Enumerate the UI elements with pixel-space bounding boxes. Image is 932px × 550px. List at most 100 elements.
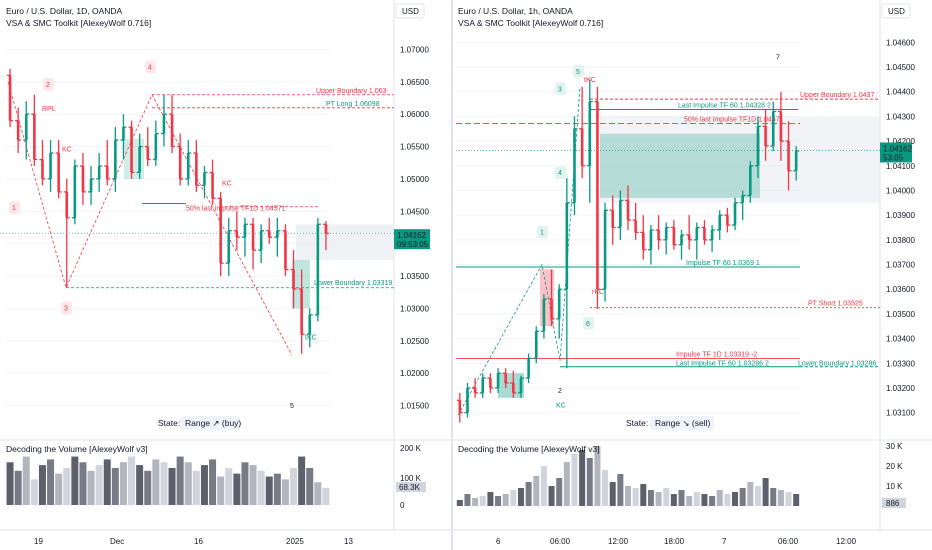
signal-markers: 1 2 3 4 5 RPL KC KC tKC 1 4 3 5 6 2 7 tKC rKC KC xyxy=(9,55,780,410)
left-candle-body xyxy=(49,153,52,179)
left-candle-body xyxy=(292,269,295,290)
right-y-tick: 1.03600 xyxy=(886,285,915,294)
right-level-label-imp60: Impulse TF 60 1.0369 1 xyxy=(686,260,760,267)
left-volume-bar xyxy=(233,473,241,505)
right-candle-body xyxy=(680,234,683,245)
right-chart-title: Euro / U.S. Dollar, 1h, OANDA xyxy=(458,6,573,16)
left-candle-body xyxy=(65,191,69,218)
left-level-label-upper: Upper Boundary 1.063 xyxy=(316,88,387,95)
right-volume-bar xyxy=(586,458,593,506)
right-wave-badge-n6 xyxy=(583,316,594,330)
right-wave-label-n3: 3 xyxy=(558,86,562,93)
right-y-tick: 1.04300 xyxy=(886,112,915,121)
left-volume-bar xyxy=(119,462,127,505)
left-volume-bar xyxy=(200,465,208,505)
left-x-tick: 13 xyxy=(344,537,353,546)
right-volume-bar xyxy=(647,490,654,506)
right-candle-body xyxy=(527,358,530,379)
right-x-tick: 18:00 xyxy=(664,537,685,546)
right-currency-button[interactable] xyxy=(881,3,911,19)
left-y-tick: 1.06500 xyxy=(400,78,429,87)
left-candle-body xyxy=(203,172,206,186)
right-candle-body xyxy=(603,210,607,290)
left-candle-body xyxy=(8,75,12,121)
right-candle-body xyxy=(641,232,645,250)
left-candle-body xyxy=(97,165,101,179)
left-currency-button[interactable] xyxy=(395,3,425,19)
right-volume-bar xyxy=(579,450,586,506)
right-volume-bar xyxy=(686,496,693,506)
left-candle-body xyxy=(154,133,158,160)
right-currency-label: USD xyxy=(888,7,905,16)
left-countdown: 09:53:05 xyxy=(397,240,429,249)
right-volume-bar xyxy=(517,488,524,506)
left-volume-bar xyxy=(273,473,281,505)
right-countdown: 53:05 xyxy=(883,153,904,162)
right-candle-body xyxy=(626,200,630,221)
right-candle-body xyxy=(779,111,783,142)
right-volume-bar xyxy=(487,492,494,506)
right-volume-bar xyxy=(724,494,731,506)
right-x-tick: 06:00 xyxy=(778,537,799,546)
left-volume-bar xyxy=(160,462,168,505)
left-candle-body xyxy=(235,230,239,238)
right-volume-bar xyxy=(495,496,502,506)
left-candle-body xyxy=(308,314,312,335)
left-candle-body xyxy=(114,140,117,179)
left-volume-bar xyxy=(103,459,111,505)
left-volume-bar xyxy=(322,487,330,505)
right-candle-body xyxy=(695,227,699,240)
right-candle-body xyxy=(649,229,653,250)
left-candle-body xyxy=(276,230,279,238)
left-candle-body xyxy=(41,159,44,179)
right-candle-body xyxy=(481,378,485,393)
left-volume-tick: 100 K xyxy=(400,474,422,483)
right-candle-body xyxy=(496,373,500,388)
right-volume-bar xyxy=(754,486,761,506)
right-y-tick: 1.03700 xyxy=(886,261,915,270)
right-volume-bar xyxy=(540,466,547,506)
left-volume-bar xyxy=(6,462,14,505)
right-wave-label-n5: 5 xyxy=(576,69,580,76)
left-wave-label-n2: 2 xyxy=(46,82,50,89)
left-candle-body xyxy=(122,127,125,141)
right-volume-bar xyxy=(571,454,578,506)
left-volume-tag-bg xyxy=(396,482,426,492)
right-demand-zone-2 xyxy=(498,373,524,398)
left-rpl-label: RPL xyxy=(42,106,56,113)
right-volume-bar xyxy=(525,482,532,506)
right-candle-body xyxy=(534,331,538,359)
right-volume-bar xyxy=(617,474,624,506)
left-range-box xyxy=(296,224,394,260)
left-volume-bar xyxy=(30,479,38,505)
right-state-value: Range ↘ (sell) xyxy=(655,418,710,428)
right-candle-body xyxy=(512,383,515,393)
right-x-tick: 12:00 xyxy=(836,537,857,546)
left-volume-bar xyxy=(111,467,119,505)
right-candle-body xyxy=(611,210,615,228)
left-kc-label-1: KC xyxy=(62,147,72,154)
right-candle-body xyxy=(504,373,507,384)
right-volume-bar xyxy=(479,496,486,506)
right-y-tick: 1.04400 xyxy=(886,88,915,97)
left-volume-bar xyxy=(136,465,144,505)
left-wave-badge-n2 xyxy=(43,78,54,92)
right-state-badge xyxy=(650,416,714,430)
right-volume-bar xyxy=(770,488,777,506)
left-volume-bar xyxy=(184,462,192,505)
left-candle-body xyxy=(195,153,198,186)
right-x-tick: 7 xyxy=(722,537,727,546)
left-y-tick: 1.05500 xyxy=(400,143,429,152)
left-candle-body xyxy=(219,198,222,264)
left-x-tick: 19 xyxy=(34,537,43,546)
left-volume-tag: 68.3K xyxy=(399,483,421,492)
left-candle-body xyxy=(284,230,287,270)
right-candle-body xyxy=(733,202,737,226)
right-indicator-name: VSA & SMC Toolkit [AlexeyWolf 0.716] xyxy=(458,18,603,28)
left-volume-bar xyxy=(249,465,257,505)
left-volume-bar xyxy=(71,456,79,505)
right-candle-body xyxy=(710,229,714,240)
right-candle-body xyxy=(619,200,622,228)
left-volume-bar xyxy=(144,470,152,505)
